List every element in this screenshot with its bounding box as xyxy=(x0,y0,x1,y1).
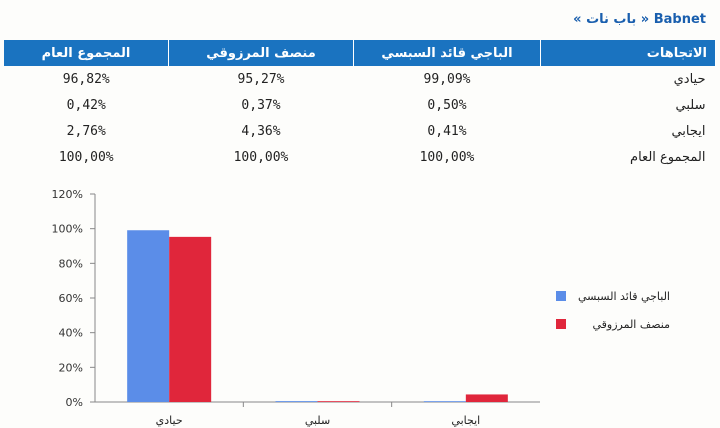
bar-essebsi xyxy=(275,401,318,402)
y-tick-label: 20% xyxy=(59,361,83,374)
cell-total: 100,00% xyxy=(58,149,114,165)
bar-essebsi xyxy=(423,401,466,402)
y-tick-label: 0% xyxy=(66,396,83,409)
cell-marzouki: 4,36% xyxy=(241,123,281,139)
header-essebsi: الباجي قائد السبسي xyxy=(353,40,541,66)
header-direction: الاتجاهات xyxy=(540,40,716,66)
source-caption: « باب نات » Babnet xyxy=(573,12,706,27)
bar-marzouki xyxy=(317,401,360,402)
legend-swatch xyxy=(556,319,566,329)
cell-essebsi: 99,09% xyxy=(423,71,471,87)
y-tick-label: 120% xyxy=(52,188,83,201)
cell-marzouki: 100,00% xyxy=(233,149,289,165)
legend-label: الباجي قائد السبسي xyxy=(578,290,670,303)
cell-direction: حيادي xyxy=(673,71,706,87)
cell-total: 96,82% xyxy=(62,71,110,87)
cell-total: 0,42% xyxy=(66,97,106,113)
table-row: 0,42% 0,37% 0,50% سلبي xyxy=(4,92,716,118)
y-tick-label: 60% xyxy=(59,292,83,305)
bar-marzouki xyxy=(169,236,212,402)
table-row: 2,76% 4,36% 0,41% ايجابي xyxy=(4,118,716,144)
cell-marzouki: 0,37% xyxy=(241,97,281,113)
bar-chart: 0% 20% 40% 60% 80% 100% 120% حيادي سلبي ايجابي ا… xyxy=(52,188,671,427)
cell-marzouki: 95,27% xyxy=(237,71,285,87)
legend-label: منصف المرزوقي xyxy=(592,318,670,331)
table-row: 96,82% 95,27% 99,09% حيادي xyxy=(4,66,716,92)
x-tick-label: حيادي xyxy=(156,414,183,427)
cell-direction: المجموع العام xyxy=(630,149,706,165)
cell-direction: سلبي xyxy=(675,97,706,113)
y-tick-label: 100% xyxy=(52,223,83,236)
header-total: المجموع العام xyxy=(4,40,169,66)
x-tick-label: سلبي xyxy=(305,414,330,427)
cell-total: 2,76% xyxy=(66,123,106,139)
cell-essebsi: 100,00% xyxy=(419,149,475,165)
bar-essebsi xyxy=(127,230,170,402)
x-tick-label: ايجابي xyxy=(451,414,480,427)
y-tick-label: 40% xyxy=(59,327,83,340)
header-marzouki: منصف المرزوقي xyxy=(168,40,354,66)
legend-swatch xyxy=(556,291,566,301)
cell-essebsi: 0,41% xyxy=(427,123,467,139)
table-row: 100,00% 100,00% 100,00% المجموع العام xyxy=(4,144,716,170)
cell-essebsi: 0,50% xyxy=(427,97,467,113)
results-table: المجموع العام منصف المرزوقي الباجي قائد … xyxy=(4,40,716,170)
table-header-row: المجموع العام منصف المرزوقي الباجي قائد … xyxy=(4,40,716,66)
bar-marzouki xyxy=(465,394,508,402)
cell-direction: ايجابي xyxy=(671,123,706,139)
y-tick-label: 80% xyxy=(59,257,83,270)
